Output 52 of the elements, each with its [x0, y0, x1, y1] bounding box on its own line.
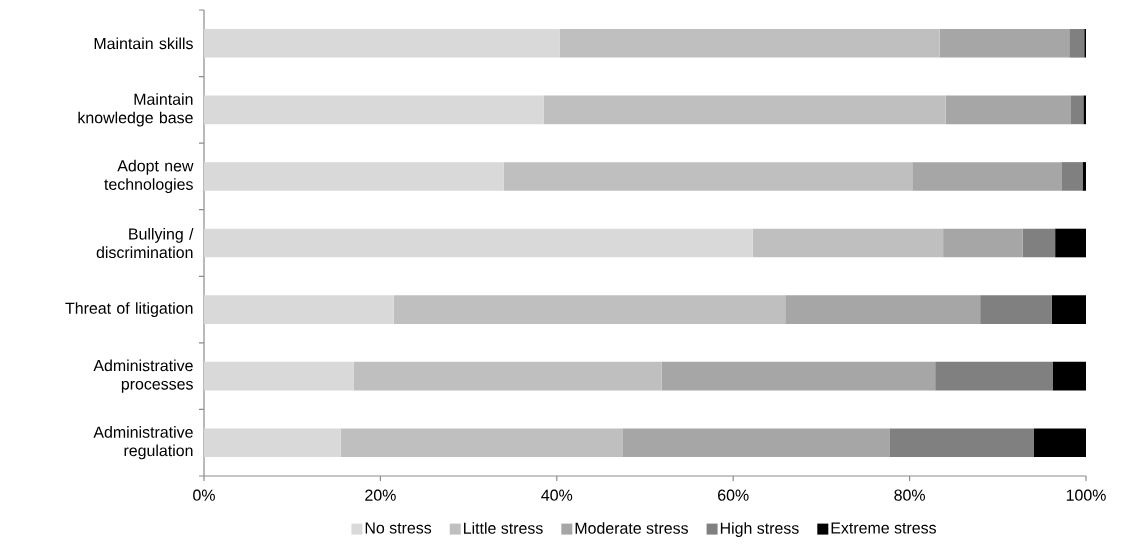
bar	[661, 361, 936, 391]
x-tick-label: 20%	[365, 489, 396, 501]
bar	[1051, 295, 1087, 324]
bar	[1061, 162, 1083, 191]
y-tick-label: Maintain knowledge base	[78, 93, 193, 127]
bar	[543, 95, 946, 125]
bar	[1033, 428, 1087, 458]
y-tick-label: Bullying / discrimination	[96, 227, 194, 259]
legend-label: High stress	[720, 522, 799, 537]
y-tick-label: Maintain skills	[94, 37, 193, 50]
legend-label: Extreme stress	[831, 522, 936, 534]
bar	[204, 28, 560, 58]
bar	[945, 95, 1072, 125]
bar	[204, 228, 753, 258]
bar	[559, 28, 940, 58]
legend-label: No stress	[365, 522, 432, 534]
legend-label: Moderate stress	[575, 522, 688, 534]
bar	[752, 228, 944, 258]
bar	[204, 295, 394, 324]
x-tick-label: 100%	[1066, 489, 1106, 501]
bar	[204, 361, 354, 391]
bar	[1022, 228, 1056, 258]
bar	[204, 162, 504, 191]
bar	[393, 295, 786, 324]
bar	[912, 162, 1062, 191]
x-tick-label: 80%	[894, 489, 925, 501]
bar	[1083, 95, 1087, 125]
bar	[353, 361, 662, 391]
y-tick-label: Adopt new technologies	[104, 159, 194, 194]
bar	[935, 361, 1053, 391]
x-tick-label: 60%	[718, 489, 749, 501]
y-tick-label: Administrative processes	[93, 359, 193, 393]
x-tick-label: 0%	[193, 489, 215, 501]
bar	[1069, 28, 1085, 58]
legend-label: Little stress	[464, 522, 543, 534]
bar	[340, 428, 623, 458]
bar	[204, 95, 544, 125]
x-tick-label: 40%	[541, 489, 573, 501]
bar	[622, 428, 890, 458]
bar	[785, 295, 981, 324]
bar	[1082, 162, 1087, 191]
bar	[503, 162, 913, 191]
bar	[1055, 228, 1087, 258]
bar	[1071, 95, 1084, 125]
y-tick-label: Administrative regulation	[93, 426, 193, 460]
bar	[939, 28, 1070, 58]
y-tick-label: Threat of litigation	[65, 302, 193, 318]
bar	[1052, 361, 1087, 391]
bar	[889, 428, 1034, 458]
bar	[204, 428, 341, 458]
bar	[980, 295, 1052, 324]
bar	[943, 228, 1023, 258]
